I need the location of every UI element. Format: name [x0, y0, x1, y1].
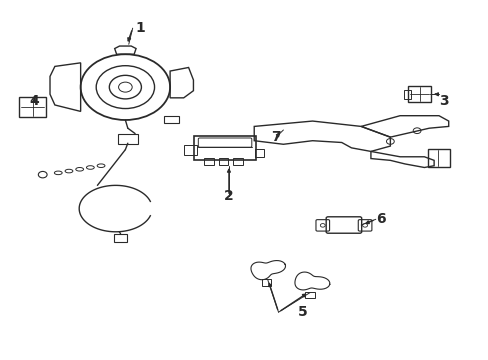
Text: 4: 4	[29, 94, 39, 108]
Text: 7: 7	[271, 130, 280, 144]
Text: 2: 2	[224, 189, 233, 203]
Text: 5: 5	[297, 305, 307, 319]
Text: 3: 3	[438, 94, 448, 108]
Text: 1: 1	[135, 21, 144, 35]
Text: 6: 6	[375, 212, 385, 226]
